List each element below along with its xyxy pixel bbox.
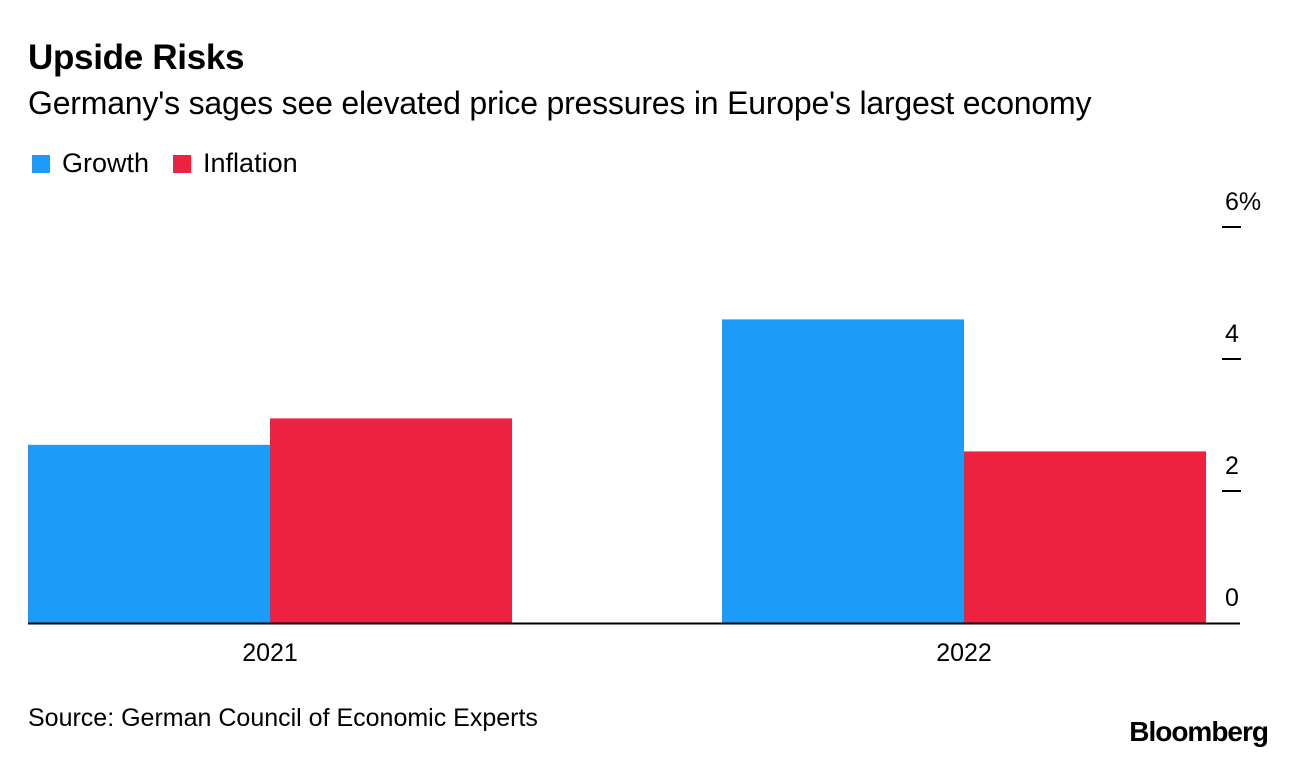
bar-growth-2022 (722, 319, 964, 623)
x-tick-label-2022: 2022 (936, 639, 992, 667)
chart-subtitle: Germany's sages see elevated price press… (28, 85, 1092, 121)
legend-item-inflation: Inflation (173, 150, 298, 177)
legend-swatch-growth (32, 154, 50, 173)
legend-label-inflation: Inflation (203, 148, 298, 178)
bar-growth-2021 (28, 444, 270, 623)
chart-title: Upside Risks (28, 38, 245, 77)
x-tick-label-2021: 2021 (242, 639, 298, 667)
legend-item-growth: Growth (32, 150, 149, 177)
y-tick-label-0: 0 (1225, 584, 1239, 612)
bloomberg-logo: Bloomberg (1129, 716, 1269, 747)
legend-label-growth: Growth (62, 148, 150, 178)
y-tick-label-6: 6% (1225, 188, 1261, 216)
legend-swatch-inflation (173, 154, 192, 173)
bar-inflation-2022 (964, 451, 1206, 623)
y-tick-label-4: 4 (1225, 320, 1239, 348)
chart-legend: Growth Inflation (32, 150, 322, 177)
bar-inflation-2021 (270, 418, 512, 623)
y-tick-label-2: 2 (1225, 452, 1239, 480)
source-note: Source: German Council of Economic Exper… (28, 704, 538, 732)
